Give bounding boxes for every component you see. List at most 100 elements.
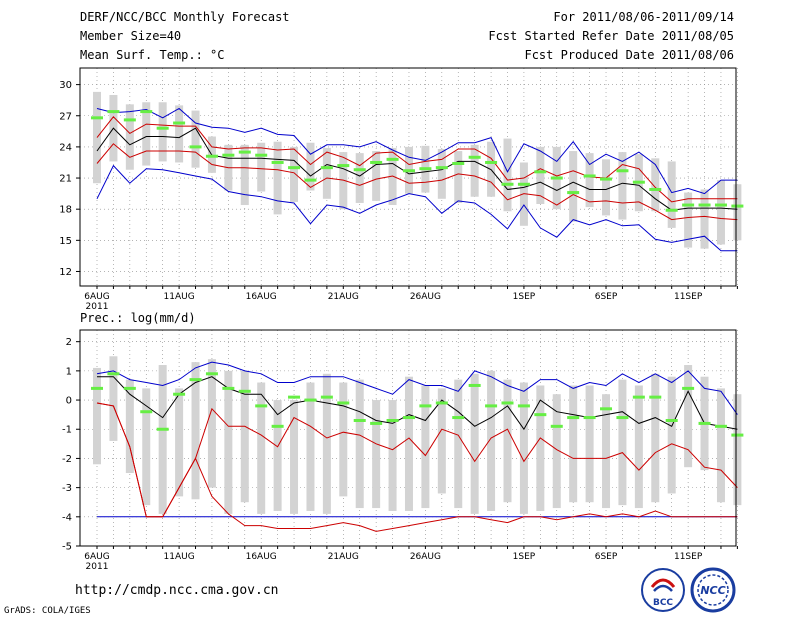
median-marker — [255, 404, 268, 408]
ensemble-box — [503, 379, 512, 503]
ensemble-box — [207, 359, 216, 488]
ensemble-box — [240, 370, 249, 503]
median-marker — [567, 416, 580, 420]
x-tick-label: 16AUG — [246, 552, 277, 562]
median-marker — [517, 404, 530, 408]
y-tick-label: -5 — [62, 542, 72, 553]
y-tick-label: 15 — [59, 236, 72, 247]
chart-title: DERF/NCC/BCC Monthly Forecast — [80, 10, 290, 24]
ensemble-box — [142, 102, 151, 166]
ensemble-box — [306, 142, 315, 191]
ensemble-box — [733, 394, 742, 506]
ensemble-box — [158, 102, 167, 162]
median-marker — [353, 168, 366, 172]
median-marker — [731, 433, 744, 437]
ensemble-box — [257, 142, 266, 192]
median-marker — [337, 401, 350, 405]
ensemble-box — [454, 151, 463, 203]
median-marker — [485, 160, 498, 164]
median-marker — [205, 372, 218, 376]
member-size: Member Size=40 — [80, 29, 182, 43]
series-line-p1 — [96, 402, 738, 532]
median-marker — [550, 176, 563, 180]
x-tick-label: 6SEP — [595, 552, 618, 562]
median-marker — [140, 410, 153, 414]
footer-url: http://cmdp.ncc.cma.gov.cn — [75, 583, 279, 598]
median-marker — [402, 416, 415, 420]
x-tick-label: 11AUG — [164, 552, 195, 562]
median-marker — [485, 404, 498, 408]
ncc-logo-text: NCC — [700, 584, 725, 597]
x-tick-label: 21AUG — [328, 552, 359, 562]
temp-variable-label: Mean Surf. Temp.: °C — [80, 48, 225, 62]
median-marker — [435, 166, 448, 170]
median-marker — [452, 162, 465, 166]
prec-variable-label: Prec.: log(mm/d) — [80, 311, 196, 325]
median-marker — [107, 110, 120, 114]
ensemble-box — [569, 385, 578, 503]
median-marker — [222, 153, 235, 157]
ensemble-box — [404, 376, 413, 511]
median-marker — [419, 404, 432, 408]
ensemble-box — [618, 152, 627, 220]
median-marker — [189, 378, 202, 382]
ensemble-box — [454, 379, 463, 509]
ensemble-box — [700, 189, 709, 249]
ensemble-box — [191, 110, 200, 168]
median-marker — [370, 160, 383, 164]
y-tick-label: 2 — [66, 337, 72, 348]
ensemble-box — [93, 367, 101, 465]
median-marker — [632, 180, 645, 184]
ensemble-box — [536, 146, 545, 204]
ensemble-box — [322, 147, 331, 199]
ensemble-box — [651, 373, 660, 503]
y-tick-label: -1 — [62, 425, 72, 436]
median-marker — [255, 153, 268, 157]
series-line-max — [96, 164, 738, 252]
ensemble-box — [651, 158, 660, 212]
y-tick-label: 21 — [59, 174, 72, 185]
ensemble-box — [109, 356, 118, 441]
ensemble-box — [372, 400, 381, 509]
ensemble-box — [388, 400, 397, 511]
median-marker — [238, 389, 251, 393]
ensemble-box — [257, 382, 266, 514]
median-marker — [665, 208, 678, 212]
ensemble-box — [733, 184, 742, 241]
median-marker — [320, 166, 333, 170]
ensemble-box — [536, 385, 545, 511]
series-line-p2 — [96, 402, 738, 518]
y-tick-label: -4 — [62, 512, 72, 523]
median-marker — [320, 395, 333, 399]
median-marker — [271, 424, 284, 428]
ensemble-box — [175, 388, 184, 497]
ensemble-box — [667, 376, 676, 494]
ensemble-box — [716, 180, 725, 245]
x-tick-label: 26AUG — [410, 292, 441, 302]
median-marker — [173, 121, 186, 125]
y-tick-label: 24 — [59, 142, 72, 153]
ensemble-box — [470, 373, 479, 514]
ensemble-box — [634, 385, 643, 509]
x-tick-year-label: 2011 — [86, 562, 109, 572]
median-marker — [189, 145, 202, 149]
median-marker — [304, 178, 317, 182]
median-marker — [288, 166, 301, 170]
ensemble-box — [585, 385, 594, 503]
x-tick-label: 1SEP — [513, 552, 536, 562]
ensemble-box — [322, 373, 331, 514]
ensemble-box — [602, 394, 611, 509]
ensemble-box — [142, 388, 151, 506]
median-marker — [419, 167, 432, 171]
y-tick-label: 30 — [59, 80, 72, 91]
x-tick-label: 1SEP — [513, 292, 536, 302]
median-marker — [632, 395, 645, 399]
y-tick-label: -3 — [62, 483, 72, 494]
ensemble-box — [552, 394, 561, 509]
ensemble-box — [667, 161, 676, 228]
median-marker — [649, 395, 662, 399]
median-marker — [501, 182, 514, 186]
